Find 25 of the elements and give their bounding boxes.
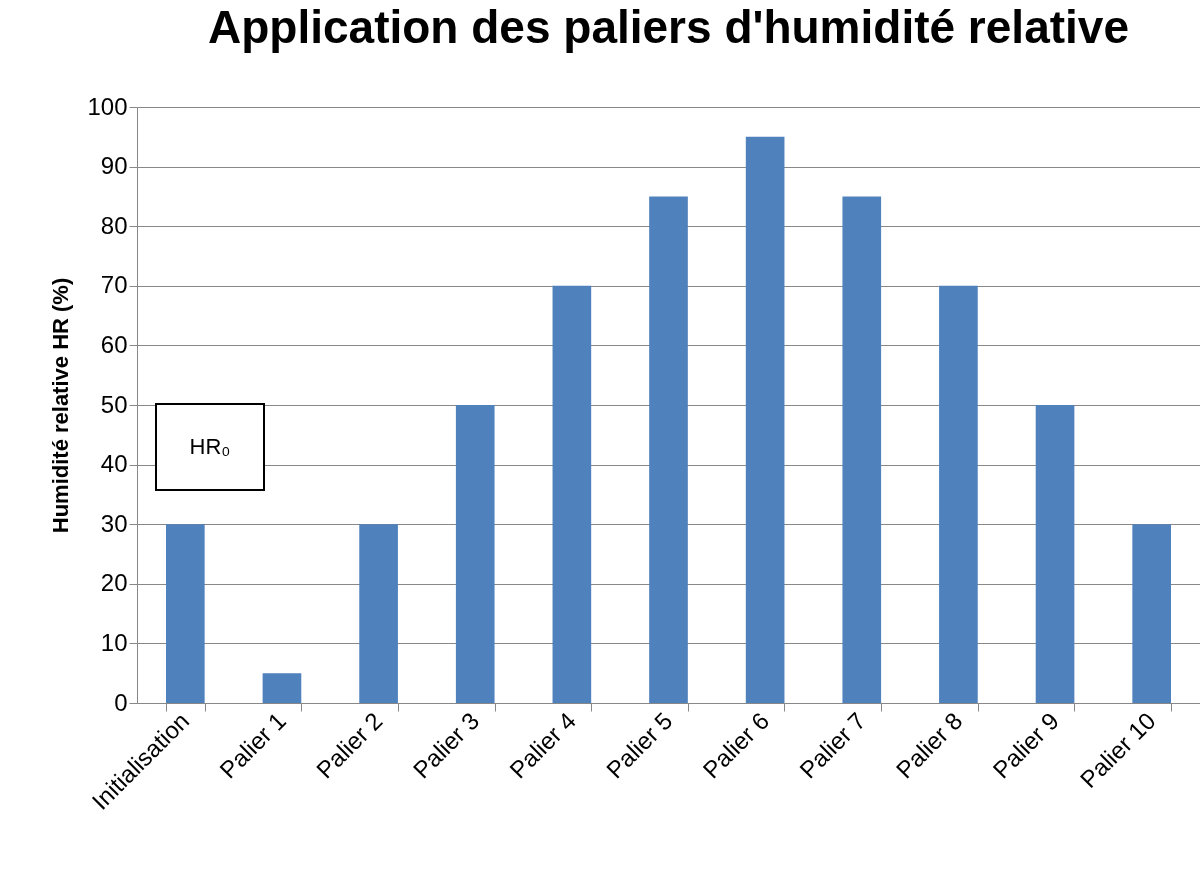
y-tick-label: 50 xyxy=(100,390,128,418)
bar xyxy=(552,285,592,703)
bar xyxy=(165,524,205,703)
bar xyxy=(1132,524,1172,703)
y-tick-label: 10 xyxy=(100,628,128,656)
y-tick-label: 90 xyxy=(100,152,128,180)
text-box: HR₀ xyxy=(155,403,265,491)
y-tick-label: 20 xyxy=(100,569,128,597)
bar xyxy=(262,673,302,703)
y-tick-label: 40 xyxy=(100,450,128,478)
bar xyxy=(939,285,978,703)
y-tick-label: 100 xyxy=(87,92,128,120)
y-axis-title: Humidité relative HR (%) xyxy=(48,277,74,534)
bar xyxy=(1035,405,1075,703)
y-tick-label: 0 xyxy=(114,688,128,716)
bar xyxy=(745,136,785,703)
y-tick-label: 60 xyxy=(100,330,128,358)
y-tick-label: 70 xyxy=(100,271,128,299)
bar xyxy=(842,196,882,703)
bar xyxy=(649,196,688,703)
y-tick-label: 30 xyxy=(100,509,128,537)
chart-title: Application des paliers d'humidité relative xyxy=(208,1,1129,53)
bar xyxy=(359,524,398,703)
y-tick-label: 80 xyxy=(100,211,128,239)
bar xyxy=(455,405,495,703)
